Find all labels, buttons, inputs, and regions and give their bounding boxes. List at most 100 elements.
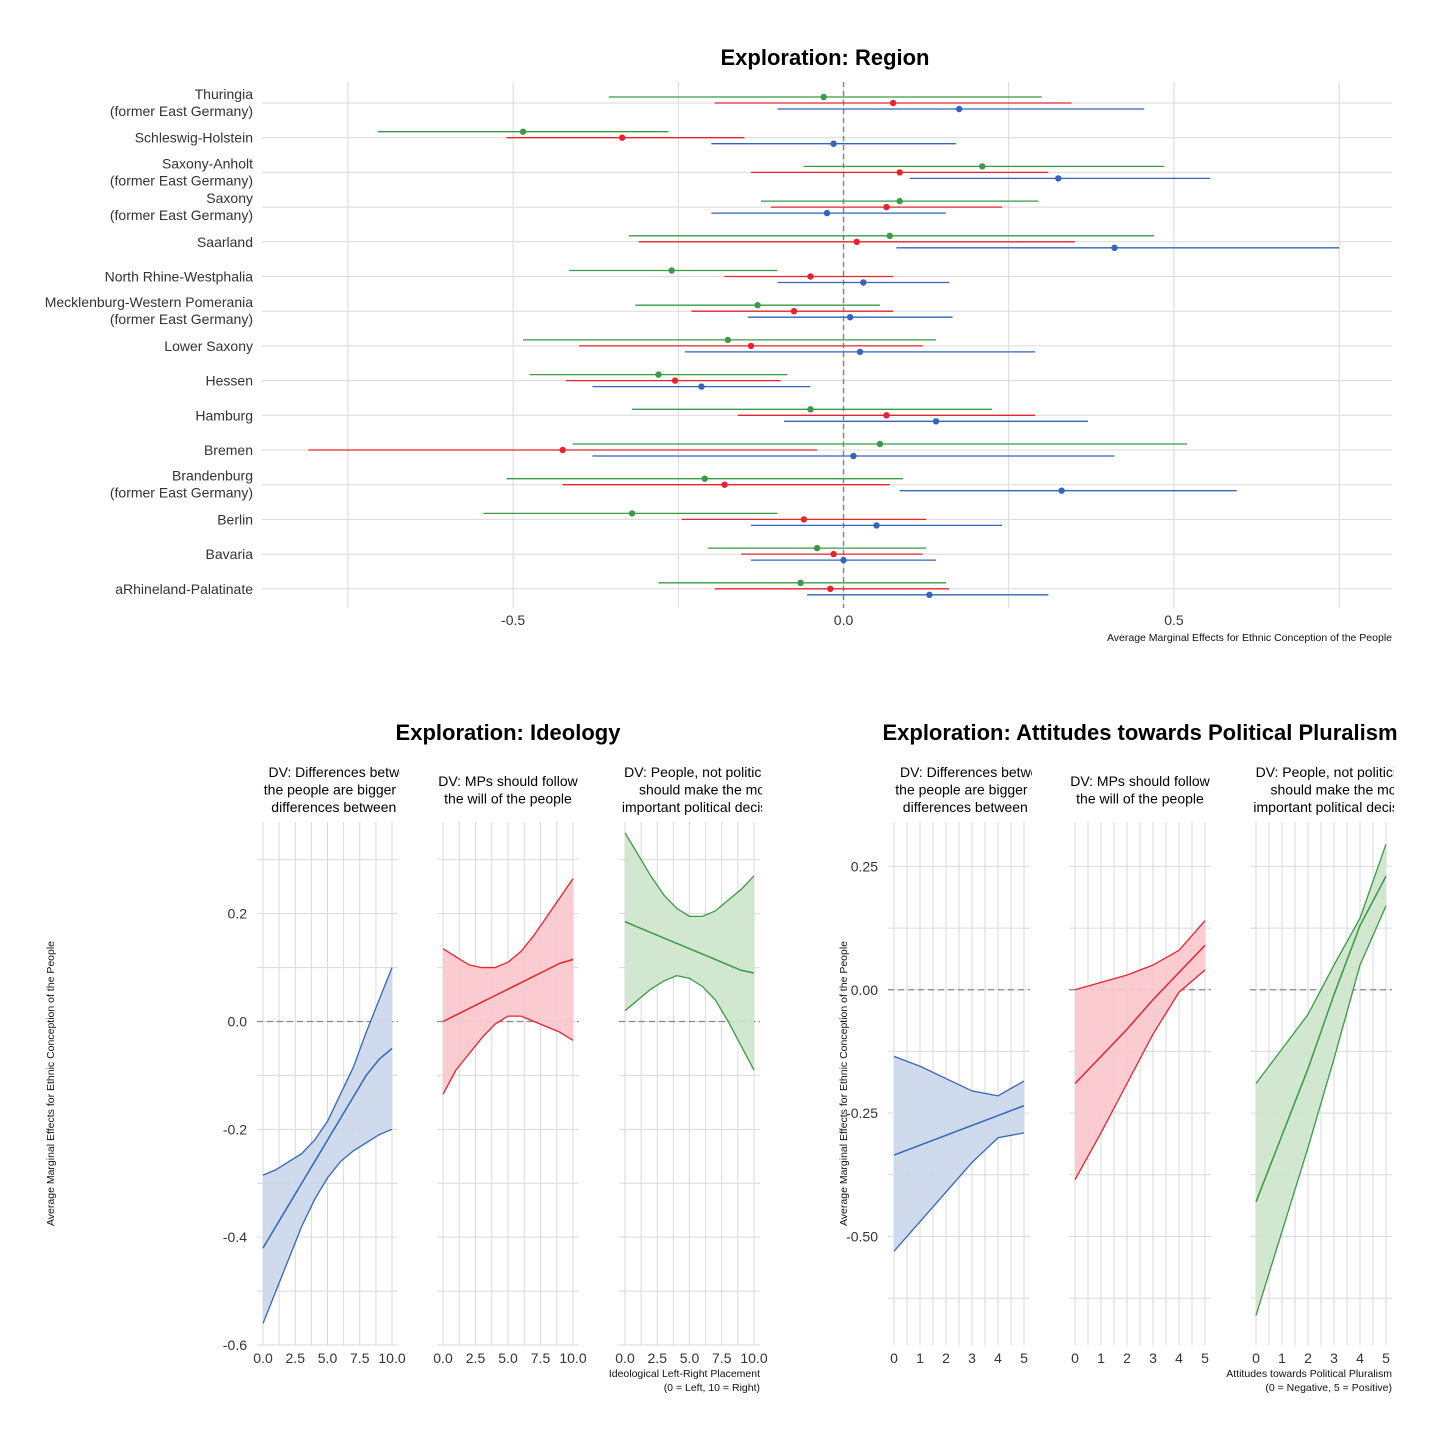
- y-tick-label: -0.6: [223, 1337, 247, 1353]
- category-label: Schleswig-Holstein: [135, 130, 253, 146]
- category-label: Bremen: [204, 442, 253, 458]
- panel: DV: Differences between the people are bi…: [253, 764, 427, 1366]
- x-tick-label: 5.0: [680, 1350, 700, 1366]
- point: [889, 99, 897, 107]
- category-label: Brandenburg: [172, 468, 253, 484]
- x-axis-label: Attitudes towards Political Pluralism: [1226, 1368, 1392, 1380]
- category-label: Saarland: [197, 234, 253, 250]
- point: [698, 383, 705, 390]
- x-tick-label: 0.0: [253, 1350, 273, 1366]
- x-tick-label: 2.5: [648, 1350, 668, 1366]
- x-tick-label: 2: [942, 1350, 950, 1366]
- upper-bound-line: [262, 967, 393, 1176]
- point: [807, 406, 814, 413]
- upper-bound-line: [1255, 843, 1387, 1084]
- estimate-line: [624, 921, 755, 974]
- point: [701, 475, 708, 482]
- panel-title-line: DV: People, not politicians,: [1256, 764, 1423, 780]
- point: [876, 440, 884, 448]
- x-tick-label: 4: [1356, 1350, 1364, 1366]
- x-axis-label: Average Marginal Effects for Ethnic Conc…: [1107, 632, 1392, 644]
- panel-title-line: differences between the: [903, 799, 1052, 815]
- point: [797, 579, 804, 586]
- point: [883, 203, 890, 211]
- point: [813, 544, 821, 552]
- chart-title: Exploration: Ideology: [396, 720, 622, 745]
- point: [853, 238, 860, 245]
- y-tick-label: 0.00: [851, 982, 878, 998]
- estimate-line: [893, 1104, 1025, 1156]
- point: [559, 446, 566, 454]
- y-axis-label: Average Marginal Effects for Ethnic Conc…: [45, 941, 57, 1226]
- panel: DV: People, not politicians, should make …: [615, 764, 793, 1366]
- x-tick-label: 10.0: [740, 1350, 767, 1366]
- point: [724, 336, 732, 344]
- panel-title: DV: People, not politicians, should make …: [1253, 764, 1424, 815]
- x-tick-label: 3: [968, 1350, 976, 1366]
- panel-title: DV: People, not politicians, should make …: [622, 764, 793, 815]
- x-tick-label: 5.0: [498, 1350, 518, 1366]
- panel-title-line: important political decisions: [622, 799, 793, 815]
- point: [655, 371, 662, 378]
- estimate-line: [1074, 944, 1206, 1085]
- y-axis-label: Average Marginal Effects for Ethnic Conc…: [838, 941, 850, 1226]
- panel-title-line: DV: Differences between: [900, 764, 1054, 780]
- point: [873, 522, 880, 529]
- category-label: Hessen: [206, 373, 253, 389]
- x-tick-label: 0.0: [834, 612, 854, 628]
- pluralism-chart: Exploration: Attitudes towards Political…: [838, 720, 1424, 1394]
- lower-bound-line: [1255, 905, 1387, 1316]
- category-label: Hamburg: [195, 407, 253, 423]
- estimate-line: [442, 958, 574, 1023]
- panel-title-line: should make the most: [1271, 782, 1408, 798]
- point: [955, 105, 963, 113]
- x-tick-label: 4: [1175, 1350, 1183, 1366]
- point: [846, 314, 854, 321]
- category-label: (former East Germany): [110, 103, 253, 119]
- point: [830, 550, 837, 558]
- point: [830, 140, 837, 147]
- panel-title-line: important political decisions: [1253, 799, 1424, 815]
- panel: DV: MPs should follow the will of the peo…: [433, 773, 587, 1366]
- y-tick-label: -0.25: [846, 1105, 878, 1121]
- confidence-ribbon: [1075, 920, 1205, 1180]
- category-label: Mecklenburg-Western Pomerania: [45, 294, 253, 310]
- x-tick-label: 10.0: [378, 1350, 405, 1366]
- panel-title-line: the will of the people: [1076, 791, 1204, 807]
- point: [840, 556, 847, 564]
- panel: DV: MPs should follow the will of the peo…: [1069, 773, 1211, 1366]
- x-tick-label: 2.5: [466, 1350, 486, 1366]
- panel-title-line: DV: MPs should follow: [438, 773, 578, 789]
- y-tick-label: -0.50: [846, 1228, 878, 1244]
- x-axis-label: Ideological Left-Right Placement: [609, 1368, 760, 1380]
- panel-title: DV: MPs should follow the will of the peo…: [438, 773, 578, 807]
- panel-title-line: should make the most: [639, 782, 776, 798]
- point: [519, 128, 527, 135]
- x-tick-label: 7.5: [350, 1350, 370, 1366]
- point: [883, 412, 890, 419]
- point: [932, 418, 940, 425]
- x-tick-label: 0.0: [615, 1350, 635, 1366]
- panel-title-line: the people are bigger than: [264, 782, 427, 798]
- category-label: (former East Germany): [110, 311, 253, 327]
- y-tick-label: -0.4: [223, 1229, 247, 1245]
- x-tick-label: 10.0: [559, 1350, 586, 1366]
- x-axis-label: (0 = Left, 10 = Right): [664, 1382, 760, 1394]
- point: [896, 197, 903, 205]
- upper-bound-line: [624, 832, 755, 918]
- panel-title: DV: Differences between the people are bi…: [895, 764, 1054, 815]
- x-tick-label: 1: [916, 1350, 924, 1366]
- panel-title: DV: MPs should follow the will of the peo…: [1070, 773, 1210, 807]
- point: [800, 516, 808, 523]
- x-tick-label: 0: [1071, 1350, 1079, 1366]
- point: [807, 273, 814, 280]
- point: [979, 163, 986, 170]
- x-tick-label: 2: [1304, 1350, 1312, 1366]
- category-label: Lower Saxony: [164, 338, 253, 354]
- point: [668, 267, 675, 274]
- estimate-line: [1255, 875, 1387, 1203]
- estimate-line: [262, 1047, 393, 1249]
- point: [856, 348, 864, 356]
- point: [628, 510, 636, 517]
- category-label: Thuringia: [195, 86, 254, 102]
